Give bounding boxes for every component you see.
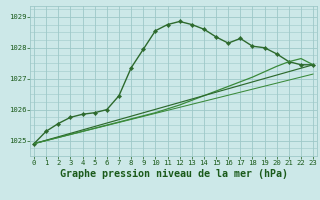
X-axis label: Graphe pression niveau de la mer (hPa): Graphe pression niveau de la mer (hPa): [60, 169, 288, 179]
